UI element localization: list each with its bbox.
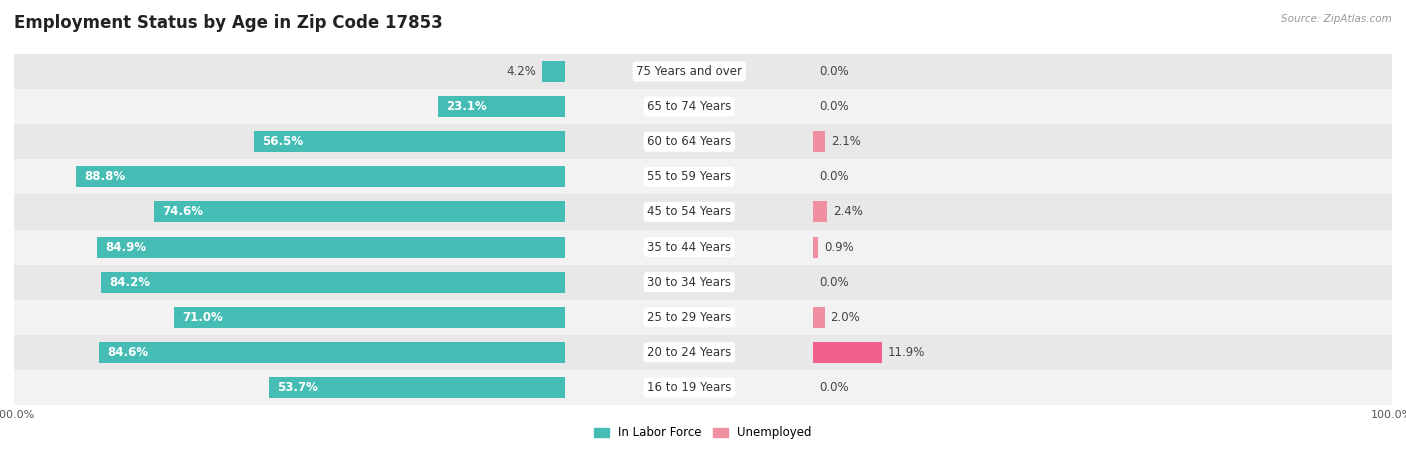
Text: 25 to 29 Years: 25 to 29 Years: [647, 311, 731, 324]
Bar: [14, 89, 565, 124]
Bar: [813, 230, 1392, 265]
Text: 30 to 34 Years: 30 to 34 Years: [647, 276, 731, 288]
Text: 56.5%: 56.5%: [262, 135, 304, 148]
Text: 4.2%: 4.2%: [506, 65, 537, 78]
Bar: [565, 230, 813, 265]
Bar: [565, 194, 813, 230]
Text: 0.9%: 0.9%: [824, 241, 853, 253]
Bar: [813, 307, 825, 328]
Bar: [813, 89, 1392, 124]
Bar: [14, 124, 565, 159]
Text: 0.0%: 0.0%: [820, 171, 849, 183]
Text: Source: ZipAtlas.com: Source: ZipAtlas.com: [1281, 14, 1392, 23]
Text: 2.1%: 2.1%: [831, 135, 860, 148]
Bar: [14, 159, 565, 194]
Bar: [813, 124, 1392, 159]
Bar: [97, 237, 565, 257]
Bar: [101, 272, 565, 292]
Text: 84.2%: 84.2%: [110, 276, 150, 288]
Bar: [813, 300, 1392, 335]
Bar: [98, 342, 565, 363]
Bar: [813, 335, 1392, 370]
Bar: [155, 202, 565, 222]
Bar: [14, 300, 565, 335]
Bar: [254, 131, 565, 152]
Bar: [565, 265, 813, 300]
Bar: [813, 194, 1392, 230]
Text: 84.6%: 84.6%: [107, 346, 148, 359]
Bar: [437, 96, 565, 117]
Text: 23.1%: 23.1%: [446, 100, 486, 113]
Bar: [813, 159, 1392, 194]
Bar: [813, 131, 825, 152]
Bar: [76, 166, 565, 187]
Text: 65 to 74 Years: 65 to 74 Years: [647, 100, 731, 113]
Bar: [565, 89, 813, 124]
Text: 45 to 54 Years: 45 to 54 Years: [647, 206, 731, 218]
Text: Employment Status by Age in Zip Code 17853: Employment Status by Age in Zip Code 178…: [14, 14, 443, 32]
Bar: [565, 124, 813, 159]
Text: 2.0%: 2.0%: [831, 311, 860, 324]
Text: 71.0%: 71.0%: [183, 311, 224, 324]
Text: 20 to 24 Years: 20 to 24 Years: [647, 346, 731, 359]
Bar: [14, 230, 565, 265]
Bar: [813, 342, 882, 363]
Bar: [813, 54, 1392, 89]
Text: 84.9%: 84.9%: [105, 241, 146, 253]
Legend: In Labor Force, Unemployed: In Labor Force, Unemployed: [589, 422, 817, 444]
Text: 35 to 44 Years: 35 to 44 Years: [647, 241, 731, 253]
Bar: [14, 370, 565, 405]
Text: 74.6%: 74.6%: [162, 206, 204, 218]
Text: 75 Years and over: 75 Years and over: [637, 65, 742, 78]
Text: 0.0%: 0.0%: [820, 65, 849, 78]
Bar: [543, 61, 565, 82]
Text: 53.7%: 53.7%: [277, 381, 318, 394]
Text: 0.0%: 0.0%: [820, 100, 849, 113]
Bar: [565, 159, 813, 194]
Bar: [813, 237, 818, 257]
Text: 0.0%: 0.0%: [820, 276, 849, 288]
Text: 60 to 64 Years: 60 to 64 Years: [647, 135, 731, 148]
Bar: [813, 265, 1392, 300]
Bar: [565, 335, 813, 370]
Bar: [565, 54, 813, 89]
Text: 88.8%: 88.8%: [84, 171, 125, 183]
Text: 0.0%: 0.0%: [820, 381, 849, 394]
Bar: [14, 194, 565, 230]
Bar: [813, 370, 1392, 405]
Bar: [813, 202, 827, 222]
Text: 16 to 19 Years: 16 to 19 Years: [647, 381, 731, 394]
Bar: [14, 54, 565, 89]
Bar: [565, 300, 813, 335]
Text: 55 to 59 Years: 55 to 59 Years: [647, 171, 731, 183]
Bar: [174, 307, 565, 328]
Bar: [565, 370, 813, 405]
Bar: [14, 335, 565, 370]
Text: 2.4%: 2.4%: [832, 206, 863, 218]
Text: 11.9%: 11.9%: [887, 346, 925, 359]
Bar: [14, 265, 565, 300]
Bar: [269, 377, 565, 398]
